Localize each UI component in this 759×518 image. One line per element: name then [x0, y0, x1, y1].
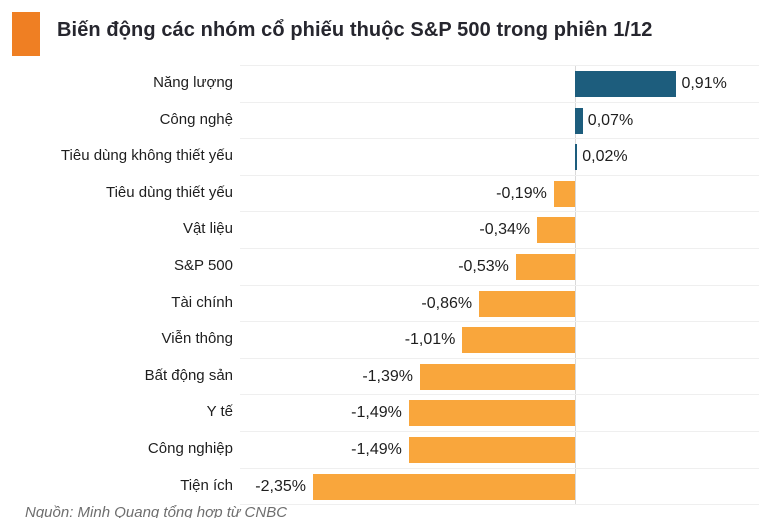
plot-cell: -0,53%	[240, 247, 759, 285]
chart-title: Biến động các nhóm cổ phiếu thuộc S&P 50…	[57, 19, 653, 41]
plot-cell: 0,02%	[240, 138, 759, 175]
category-label: Bất động sản	[144, 366, 233, 384]
chart-row: Vật liệu -0,34%	[0, 211, 759, 248]
negative-bar	[312, 473, 575, 500]
plot-cell: -1,49%	[240, 394, 759, 431]
value-label: 0,91%	[681, 75, 727, 92]
bar-chart: Năng lượng 0,91% Công nghệ 0,07% Tiêu dùng k…	[0, 65, 759, 505]
chart-row: Công nghệ 0,07%	[0, 101, 759, 139]
negative-bar	[408, 436, 575, 463]
negative-bar	[420, 363, 575, 390]
category-label: Công nghệ	[159, 110, 233, 128]
plot-cell: -0,34%	[240, 211, 759, 248]
chart-row: Tiêu dùng không thiết yếu 0,02%	[0, 138, 759, 175]
plot-cell: -2,35%	[240, 467, 759, 505]
chart-row: Tiêu dùng thiết yếu -0,19%	[0, 174, 759, 212]
category-label: Tiện ích	[180, 476, 233, 494]
chart-row: Tài chính -0,86%	[0, 284, 759, 322]
plot-cell: -1,49%	[240, 430, 759, 468]
negative-bar	[553, 180, 575, 207]
plot-cell: -1,01%	[240, 321, 759, 358]
value-label: -1,39%	[362, 367, 414, 385]
category-label: Y tế	[206, 403, 233, 421]
value-label: -0,86%	[421, 294, 473, 312]
chart-row: Y tế -1,49%	[0, 394, 759, 431]
value-label: 0,07%	[587, 111, 634, 129]
chart-bottom-border	[240, 504, 759, 505]
title-accent-square	[12, 12, 40, 56]
category-label: Vật liệu	[182, 220, 233, 238]
chart-row: Tiện ích -2,35%	[0, 467, 759, 505]
category-label: Năng lượng	[153, 74, 233, 91]
chart-row: Năng lượng 0,91%	[0, 65, 759, 102]
chart-row: Công nghiệp -1,49%	[0, 430, 759, 468]
negative-bar	[462, 327, 575, 354]
chart-row: S&P 500 -0,53%	[0, 247, 759, 285]
positive-bar	[575, 107, 583, 134]
negative-bar	[515, 253, 575, 280]
category-label: Tiêu dùng không thiết yếu	[60, 147, 233, 165]
value-label: -1,49%	[351, 404, 402, 422]
category-label: S&P 500	[174, 256, 233, 274]
plot-cell: 0,07%	[240, 101, 759, 139]
value-label: -0,19%	[496, 184, 547, 202]
negative-bar	[479, 290, 575, 317]
plot-cell: -1,39%	[240, 357, 759, 395]
category-label: Viễn thông	[161, 330, 233, 348]
value-label: -2,35%	[255, 477, 306, 495]
chart-row: Bất động sản -1,39%	[0, 357, 759, 395]
positive-bar	[575, 144, 578, 171]
plot-cell: -0,19%	[240, 174, 759, 212]
plot-cell: -0,86%	[240, 284, 759, 322]
value-label: -0,34%	[479, 221, 531, 239]
negative-bar	[537, 217, 575, 244]
category-label: Công nghiệp	[147, 439, 233, 457]
category-label: Tiêu dùng thiết yếu	[105, 183, 233, 201]
category-label: Tài chính	[171, 293, 233, 311]
value-label: -1,49%	[351, 440, 402, 458]
source-note: Nguồn: Minh Quang tổng hợp từ CNBC	[25, 504, 288, 518]
value-label: 0,02%	[582, 148, 628, 166]
positive-bar	[575, 71, 677, 97]
chart-row: Viễn thông -1,01%	[0, 321, 759, 358]
negative-bar	[408, 400, 575, 427]
plot-cell: 0,91%	[240, 65, 759, 102]
value-label: -0,53%	[458, 257, 509, 275]
value-label: -1,01%	[404, 331, 456, 349]
